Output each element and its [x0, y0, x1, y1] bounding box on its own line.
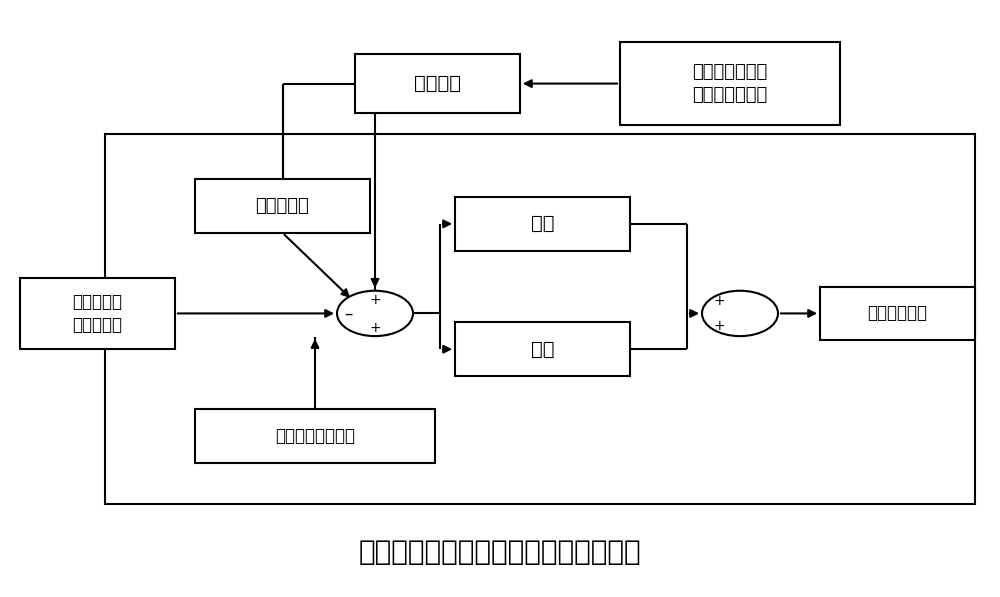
Text: 激励电力系统次
同步振荡的装置: 激励电力系统次 同步振荡的装置: [692, 63, 768, 104]
Text: –: –: [344, 304, 353, 322]
Text: 比例: 比例: [531, 214, 554, 233]
Bar: [620, 42, 840, 125]
Text: 高压直流输电系统的整流侧的电流控制: 高压直流输电系统的整流侧的电流控制: [359, 538, 641, 566]
Text: 整流侧直流
电流实测值: 整流侧直流 电流实测值: [72, 293, 122, 334]
Bar: [820, 287, 975, 340]
Bar: [455, 322, 630, 376]
Bar: [20, 278, 175, 349]
Text: 直流指令值: 直流指令值: [256, 197, 309, 215]
Text: +: +: [369, 293, 381, 307]
Bar: [105, 134, 975, 504]
Text: 积分: 积分: [531, 340, 554, 359]
Text: +: +: [713, 294, 725, 308]
Circle shape: [702, 291, 778, 336]
Bar: [195, 179, 370, 233]
Text: 其他辅助控制电流: 其他辅助控制电流: [275, 427, 355, 445]
Text: 数模转换: 数模转换: [414, 74, 461, 93]
Text: 整流侧触发角: 整流侧触发角: [868, 304, 928, 322]
Bar: [195, 409, 435, 463]
Bar: [355, 54, 520, 113]
Text: +: +: [369, 321, 381, 335]
Circle shape: [337, 291, 413, 336]
Bar: [455, 197, 630, 251]
Text: +: +: [713, 319, 725, 333]
